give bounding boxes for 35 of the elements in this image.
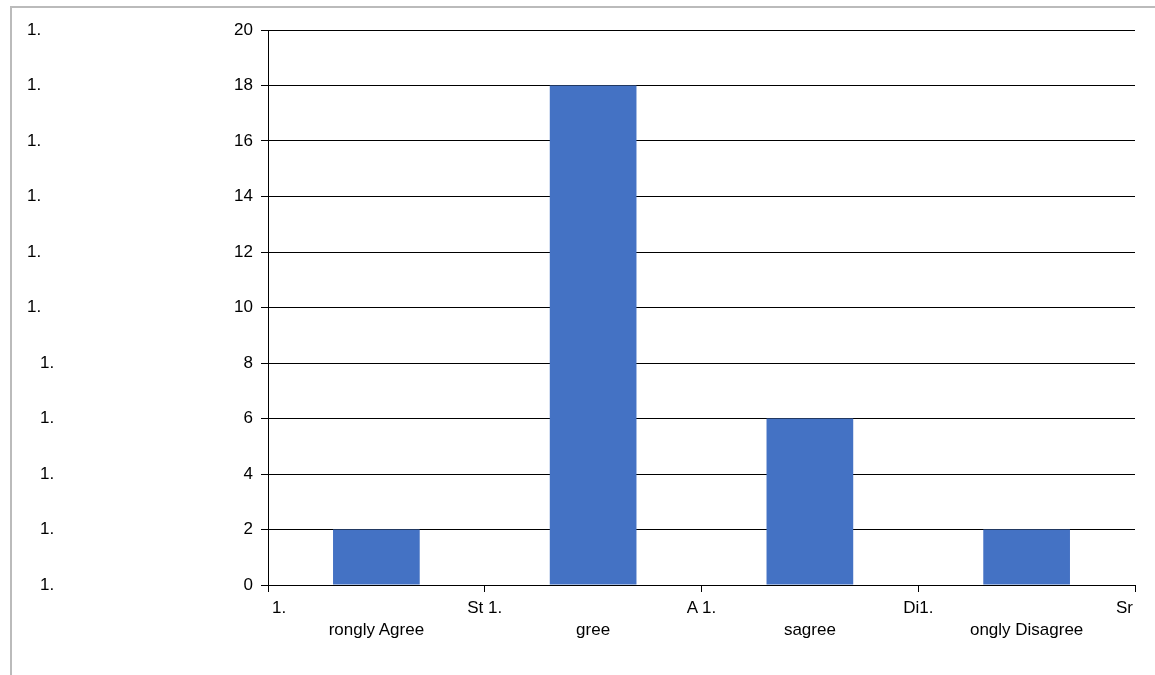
x-tick-label: rongly Agree [328, 619, 425, 639]
bar [766, 418, 854, 585]
text: 1. [40, 574, 55, 594]
text: 1. [27, 297, 42, 317]
y-tick-label: 20 [234, 19, 253, 39]
text: A 1. [686, 597, 717, 617]
text: 1. [27, 75, 42, 95]
text: 1. [27, 186, 42, 206]
bar [333, 529, 420, 585]
y-tick-label: 8 [243, 352, 253, 372]
y-tick-label: 6 [243, 408, 253, 428]
y-tick-label: 10 [234, 297, 253, 317]
y-tick-label: 14 [234, 186, 253, 206]
y-tick-label: 4 [243, 463, 253, 483]
y-tick-label: 16 [234, 130, 253, 150]
x-tick-label: gree [576, 619, 611, 639]
text: 1. [40, 352, 55, 372]
text: 1. [27, 130, 42, 150]
text: 1. [40, 519, 55, 539]
text: 1. [27, 19, 42, 39]
y-tick-label: 2 [243, 519, 253, 539]
text: 1. [27, 241, 42, 261]
text: 1. [40, 463, 55, 483]
text: 1. [272, 597, 287, 617]
y-tick-label: 0 [243, 574, 253, 594]
text: St 1. [467, 597, 503, 617]
bar [549, 85, 637, 585]
x-tick-label: sagree [783, 619, 836, 639]
y-tick-label: 12 [234, 241, 253, 261]
text: 1. [40, 408, 55, 428]
bar [983, 529, 1070, 585]
y-tick-label: 18 [234, 75, 253, 95]
text: Sr [1116, 597, 1134, 617]
x-tick-label: ongly Disagree [969, 619, 1084, 639]
text: Di1. [903, 597, 934, 617]
